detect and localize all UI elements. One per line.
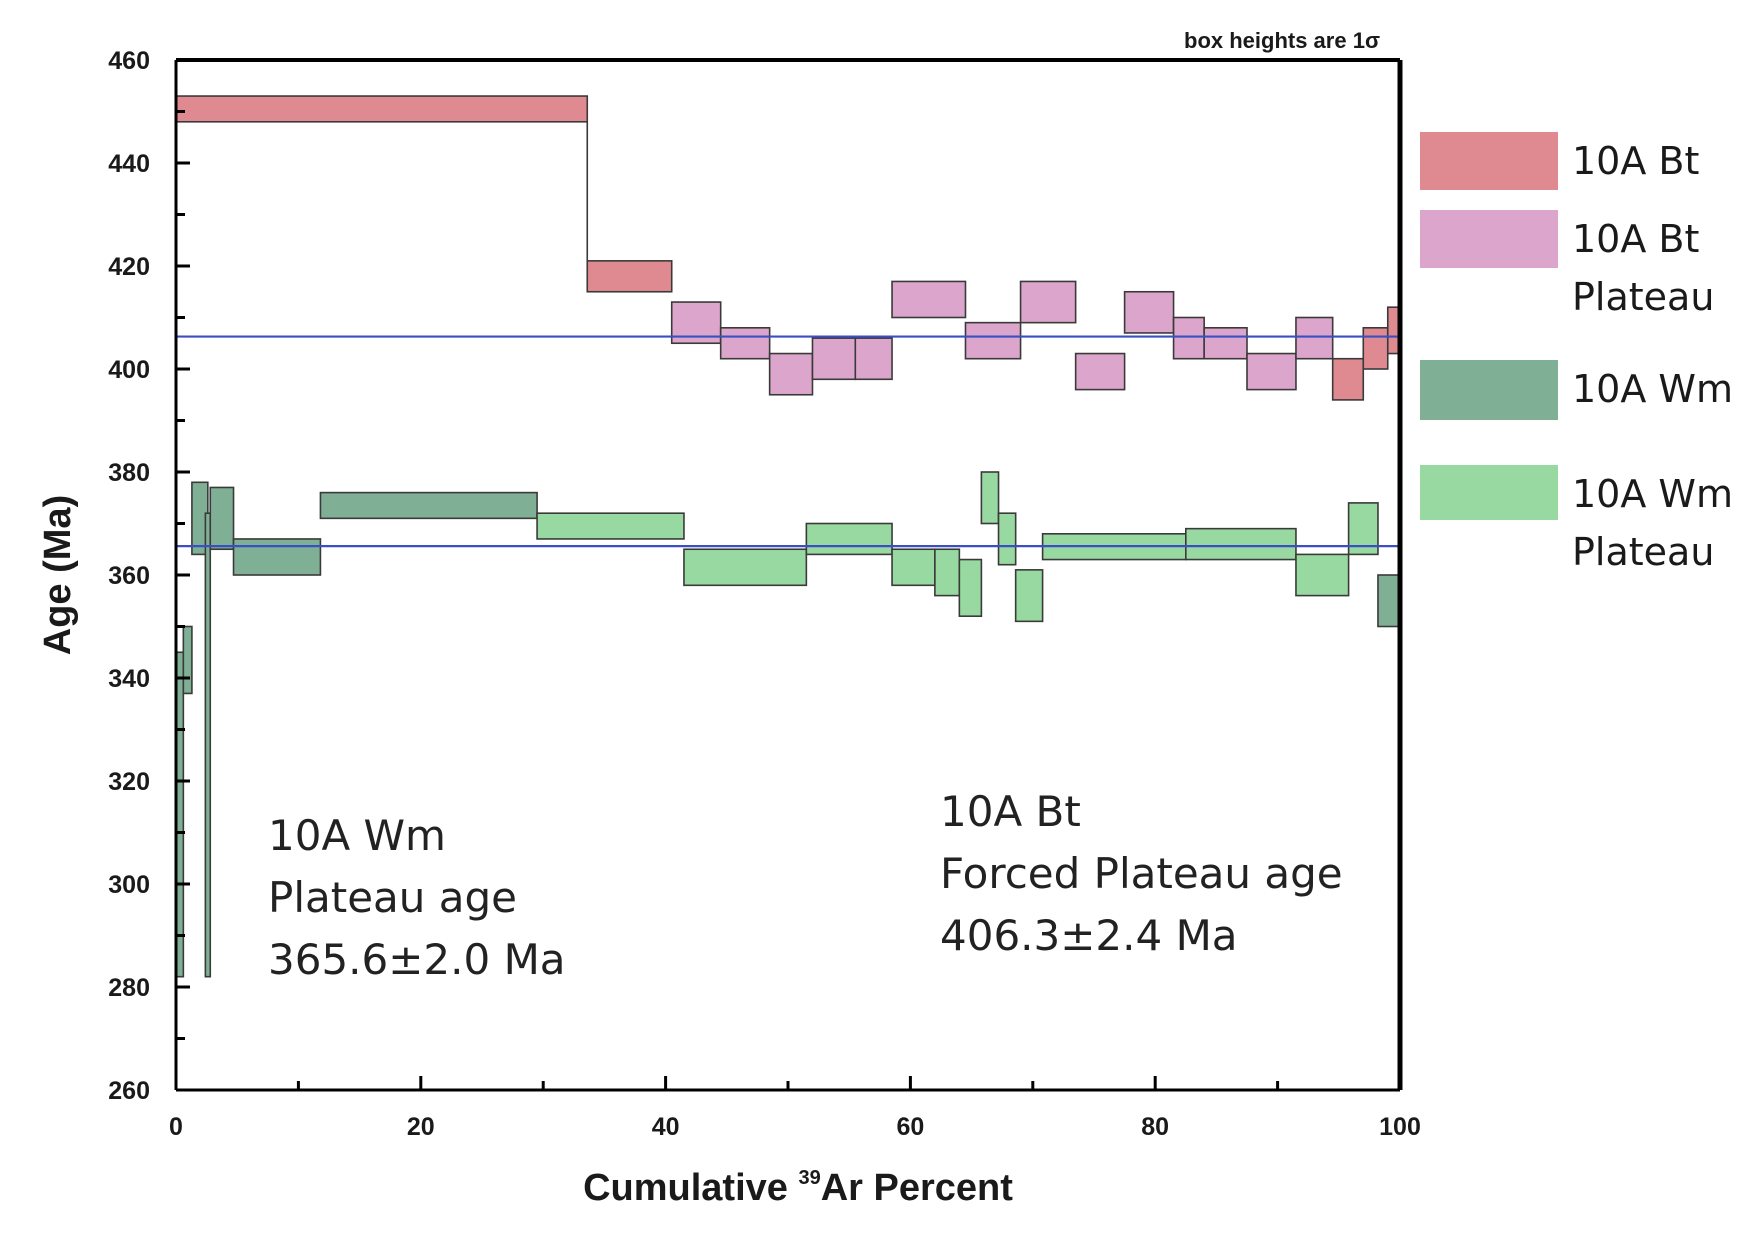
legend-swatch [1420, 360, 1558, 420]
step-box [1295, 553, 1350, 597]
y-tick-label: 420 [108, 253, 150, 281]
annotation-line: 10A Wm [268, 811, 446, 860]
step-box [204, 512, 212, 978]
step-box [1246, 352, 1297, 391]
step-box [1203, 326, 1248, 360]
annotation-line: Plateau age [268, 873, 517, 922]
data-layer [175, 95, 1401, 978]
legend-label-line: Plateau [1572, 530, 1714, 574]
y-axis-label: Age (Ma) [37, 495, 79, 655]
x-tick-label: 80 [1141, 1113, 1169, 1141]
legend-label: 10A Wm Plateau [1572, 472, 1733, 574]
y-tick-label: 460 [108, 47, 150, 75]
legend-label: 10A Bt Plateau [1572, 217, 1714, 319]
legend-label: 10A Bt [1572, 139, 1699, 183]
bt-plateau-annotation: 10A Bt Forced Plateau age 406.3±2.4 Ma [940, 787, 1343, 960]
legend-swatch [1420, 465, 1558, 520]
y-tick-label: 340 [108, 665, 150, 693]
x-tick-label: 0 [169, 1113, 183, 1141]
step-box [1172, 316, 1205, 360]
x-axis-label: Cumulative 39Ar Percent [583, 1167, 1013, 1209]
y-tick-label: 440 [108, 150, 150, 178]
step-box [768, 352, 814, 396]
annotations: 10A Wm Plateau age 365.6±2.0 Ma 10A Bt Force… [268, 787, 1343, 984]
step-box [805, 522, 893, 556]
series-bt [175, 95, 1401, 401]
y-tick-label: 280 [108, 974, 150, 1002]
step-box [1295, 316, 1334, 360]
legend: 10A Bt 10A Bt Plateau 10A Wm 10A Wm Plateau [1420, 132, 1733, 574]
box-heights-note: box heights are 1σ [1184, 28, 1380, 53]
step-box [182, 625, 193, 695]
y-tick-label: 400 [108, 356, 150, 384]
legend-label-line: 10A Bt [1572, 139, 1699, 183]
legend-entry-bt: 10A Bt [1420, 132, 1699, 190]
series-wm-plateau [536, 471, 1379, 623]
step-box [964, 321, 1022, 360]
step-box [232, 538, 322, 576]
x-axis-label-post: Ar Percent [821, 1167, 1014, 1209]
y-tick-label: 360 [108, 562, 150, 590]
step-box [1331, 357, 1365, 401]
step-box [958, 558, 983, 617]
step-box [1074, 352, 1126, 391]
legend-label: 10A Wm [1572, 367, 1733, 411]
legend-entry-wm: 10A Wm [1420, 360, 1733, 420]
x-tick-label: 40 [652, 1113, 680, 1141]
legend-swatch [1420, 132, 1558, 190]
y-tick-label: 380 [108, 459, 150, 487]
legend-swatch [1420, 210, 1558, 268]
step-box [1019, 280, 1077, 324]
step-box [1362, 326, 1389, 370]
axes: 260 280 300 320 340 360 380 400 420 440 460 0 20 40 60… [108, 47, 1421, 1141]
legend-entry-wm-plateau: 10A Wm Plateau [1420, 465, 1733, 574]
series-wm [175, 481, 1401, 978]
annotation-line: 10A Bt [940, 787, 1081, 836]
series-bt-plateau [670, 280, 1334, 396]
step-box [811, 337, 857, 381]
step-box [1185, 527, 1297, 561]
legend-label-line: Plateau [1572, 275, 1714, 319]
step-box [891, 280, 967, 319]
step-box [536, 512, 685, 540]
x-tick-label: 100 [1379, 1113, 1421, 1141]
step-box [586, 260, 673, 293]
legend-entry-bt-plateau: 10A Bt Plateau [1420, 210, 1714, 319]
x-tick-label: 20 [407, 1113, 435, 1141]
wm-plateau-annotation: 10A Wm Plateau age 365.6±2.0 Ma [268, 811, 566, 984]
step-box [934, 548, 961, 597]
step-box [319, 491, 538, 520]
legend-label-line: 10A Wm [1572, 367, 1733, 411]
annotation-line: 365.6±2.0 Ma [268, 935, 566, 984]
step-box [891, 548, 936, 587]
step-box [209, 486, 235, 551]
y-tick-label: 320 [108, 768, 150, 796]
legend-label-line: 10A Bt [1572, 217, 1699, 261]
x-tick-label: 60 [896, 1113, 924, 1141]
step-box [175, 95, 589, 123]
step-box [854, 337, 893, 381]
step-box [719, 326, 771, 360]
step-box [1377, 574, 1401, 628]
step-box [997, 512, 1017, 566]
y-tick-label: 260 [108, 1077, 150, 1105]
legend-label-line: 10A Wm [1572, 472, 1733, 516]
annotation-line: Forced Plateau age [940, 849, 1343, 898]
x-axis-label-superscript: 39 [798, 1167, 820, 1189]
step-box [683, 548, 808, 587]
x-axis-label-pre: Cumulative [583, 1167, 798, 1209]
y-tick-label: 300 [108, 871, 150, 899]
step-box [980, 471, 1000, 525]
step-box [1123, 290, 1175, 334]
step-box [1014, 569, 1044, 623]
annotation-line: 406.3±2.4 Ma [940, 911, 1238, 960]
